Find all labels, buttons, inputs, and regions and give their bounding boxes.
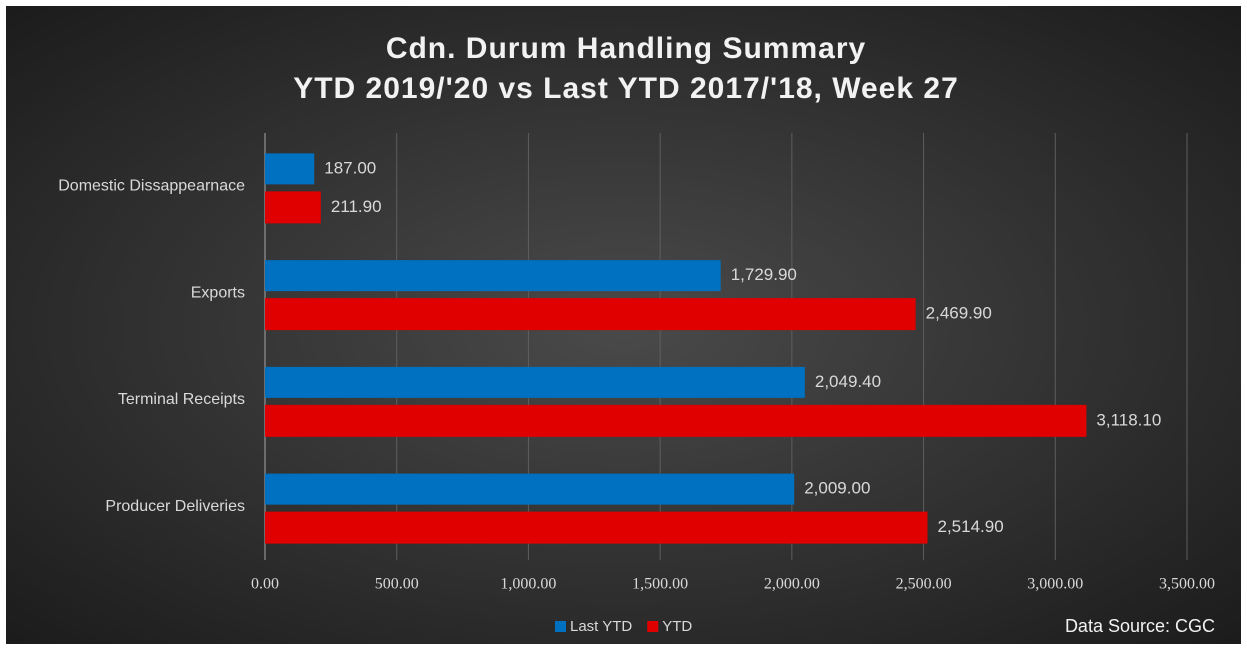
bar [265, 404, 1087, 437]
chart-subtitle: YTD 2019/'20 vs Last YTD 2017/'18, Week … [293, 72, 959, 105]
bar [265, 191, 321, 224]
bar [265, 298, 916, 331]
x-tick-label: 1,000.00 [500, 576, 556, 593]
value-label: 2,009.00 [804, 479, 870, 498]
bar [265, 153, 315, 185]
legend-label: Last YTD [570, 618, 632, 635]
legend-label: YTD [662, 618, 692, 635]
x-tick-label: 3,500.00 [1159, 576, 1215, 593]
bar [265, 473, 795, 505]
legend-swatch [555, 621, 566, 632]
value-label: 211.90 [331, 197, 382, 216]
y-tick-label: Producer Deliveries [105, 498, 245, 515]
value-label: 1,729.90 [731, 265, 797, 284]
bar [265, 260, 721, 292]
x-tick-label: 0.00 [251, 576, 279, 593]
x-tick-label: 3,000.00 [1027, 576, 1083, 593]
bar [265, 366, 805, 398]
bar [265, 511, 928, 544]
x-tick-label: 2,000.00 [764, 576, 820, 593]
legend-swatch [647, 621, 659, 632]
value-label: 2,514.90 [937, 517, 1003, 536]
value-label: 187.00 [324, 158, 376, 177]
y-tick-label: Terminal Receipts [118, 391, 245, 408]
value-label: 2,049.40 [815, 372, 881, 391]
x-tick-label: 1,500.00 [632, 576, 688, 593]
x-tick-label: 500.00 [375, 576, 419, 593]
x-tick-label: 2,500.00 [896, 576, 952, 593]
y-tick-label: Exports [191, 284, 245, 301]
value-label: 3,118.10 [1096, 410, 1161, 429]
value-label: 2,469.90 [926, 304, 992, 323]
annotation: Data Source: CGC [1065, 616, 1215, 636]
chart-title: Cdn. Durum Handling Summary [386, 32, 866, 65]
y-tick-label: Domestic Dissappearnace [58, 178, 245, 195]
